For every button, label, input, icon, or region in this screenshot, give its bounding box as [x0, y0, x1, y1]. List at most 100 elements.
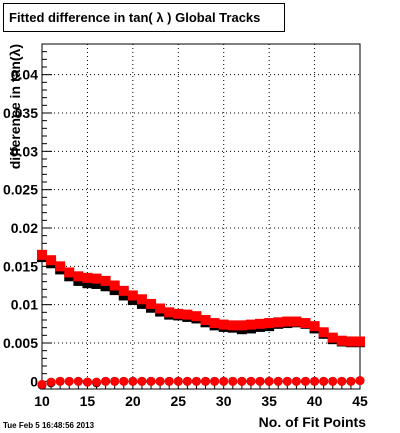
data-point [182, 309, 193, 320]
data-point [82, 272, 93, 283]
data-point [110, 376, 120, 386]
data-point [328, 376, 338, 386]
data-point [146, 298, 157, 309]
data-point [236, 320, 247, 331]
data-point [327, 332, 338, 343]
y-tick-label: 0.005 [3, 335, 38, 351]
data-point [273, 376, 283, 386]
x-tick-label: 20 [125, 393, 141, 409]
data-point [355, 376, 365, 386]
data-point [155, 376, 165, 386]
data-point [137, 376, 147, 386]
y-tick-label: 0 [30, 373, 38, 389]
data-point [182, 376, 192, 386]
data-point [336, 335, 347, 346]
data-point [246, 376, 256, 386]
data-point [255, 318, 266, 329]
data-point [355, 336, 365, 347]
tick-labels: 10 15 20 25 30 35 40 45 0 0.005 0.01 0.015 0.02 0.025… [3, 67, 368, 409]
data-point [255, 376, 265, 386]
data-marks [37, 249, 365, 390]
data-point [282, 316, 293, 327]
data-point [209, 318, 220, 329]
data-point [318, 327, 329, 338]
data-point [91, 278, 102, 289]
y-tick-label: 0.035 [3, 105, 38, 121]
data-point [82, 377, 92, 387]
x-tick-label: 45 [352, 393, 368, 409]
data-point [73, 376, 83, 386]
data-point [264, 376, 274, 386]
data-point [245, 319, 256, 330]
x-tick-label: 10 [34, 393, 50, 409]
data-point [219, 376, 229, 386]
data-point [264, 318, 275, 329]
data-point [282, 376, 292, 386]
x-tick-label: 35 [261, 393, 277, 409]
data-point [46, 255, 57, 266]
data-point [291, 316, 302, 327]
data-point [64, 267, 75, 278]
data-point [237, 376, 247, 386]
data-point [37, 379, 47, 389]
data-point [227, 320, 238, 331]
chart-title: Fitted difference in tan( λ ) Global Tra… [3, 3, 285, 32]
data-point [82, 278, 93, 289]
data-point [310, 376, 320, 386]
data-point [46, 377, 56, 387]
data-point [146, 376, 156, 386]
data-point [201, 376, 211, 386]
x-tick-label: 30 [216, 393, 232, 409]
data-point [200, 315, 211, 325]
data-point [73, 271, 84, 282]
y-tick-label: 0.015 [3, 258, 38, 274]
data-point [128, 376, 138, 386]
data-point [173, 308, 184, 319]
data-point [191, 376, 201, 386]
data-point [101, 376, 111, 386]
data-point [164, 307, 175, 318]
x-tick-label: 15 [80, 393, 96, 409]
data-point [119, 376, 129, 386]
timestamp-footer: Tue Feb 5 16:48:56 2013 [3, 421, 95, 430]
data-point [173, 376, 183, 386]
data-point [337, 376, 347, 386]
data-point [55, 261, 66, 272]
data-point [309, 321, 320, 332]
data-point [210, 376, 220, 386]
x-axis-title: No. of Fit Points [259, 414, 367, 430]
data-point [218, 319, 229, 330]
data-point [118, 285, 129, 296]
x-tick-label: 40 [307, 393, 323, 409]
x-tick-label: 25 [170, 393, 186, 409]
data-point [37, 249, 47, 260]
data-point [100, 275, 111, 286]
data-point [228, 376, 238, 386]
data-point [191, 311, 202, 322]
data-point [109, 280, 120, 291]
data-point [291, 376, 301, 386]
y-axis-title: difference in tan(λ) [7, 44, 23, 169]
data-point [55, 376, 65, 386]
data-point [100, 281, 111, 292]
y-tick-label: 0.04 [11, 67, 38, 83]
y-tick-label: 0.03 [11, 143, 38, 159]
data-point [300, 376, 310, 386]
data-point [300, 318, 311, 329]
y-tick-label: 0.01 [11, 297, 38, 313]
axis-ticks [41, 43, 361, 389]
data-point [91, 273, 102, 284]
data-point [155, 303, 166, 314]
data-point [136, 294, 147, 305]
data-point [64, 376, 74, 386]
data-point [345, 336, 356, 347]
plot-frame [41, 43, 361, 390]
data-point [164, 376, 174, 386]
data-point [319, 376, 329, 386]
data-point [92, 377, 102, 387]
series-2 [37, 249, 365, 347]
data-point [346, 376, 356, 386]
y-tick-label: 0.02 [11, 220, 38, 236]
grid-lines [42, 44, 360, 389]
